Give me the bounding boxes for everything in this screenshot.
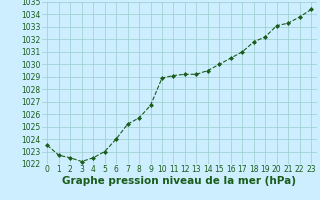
X-axis label: Graphe pression niveau de la mer (hPa): Graphe pression niveau de la mer (hPa) — [62, 176, 296, 186]
